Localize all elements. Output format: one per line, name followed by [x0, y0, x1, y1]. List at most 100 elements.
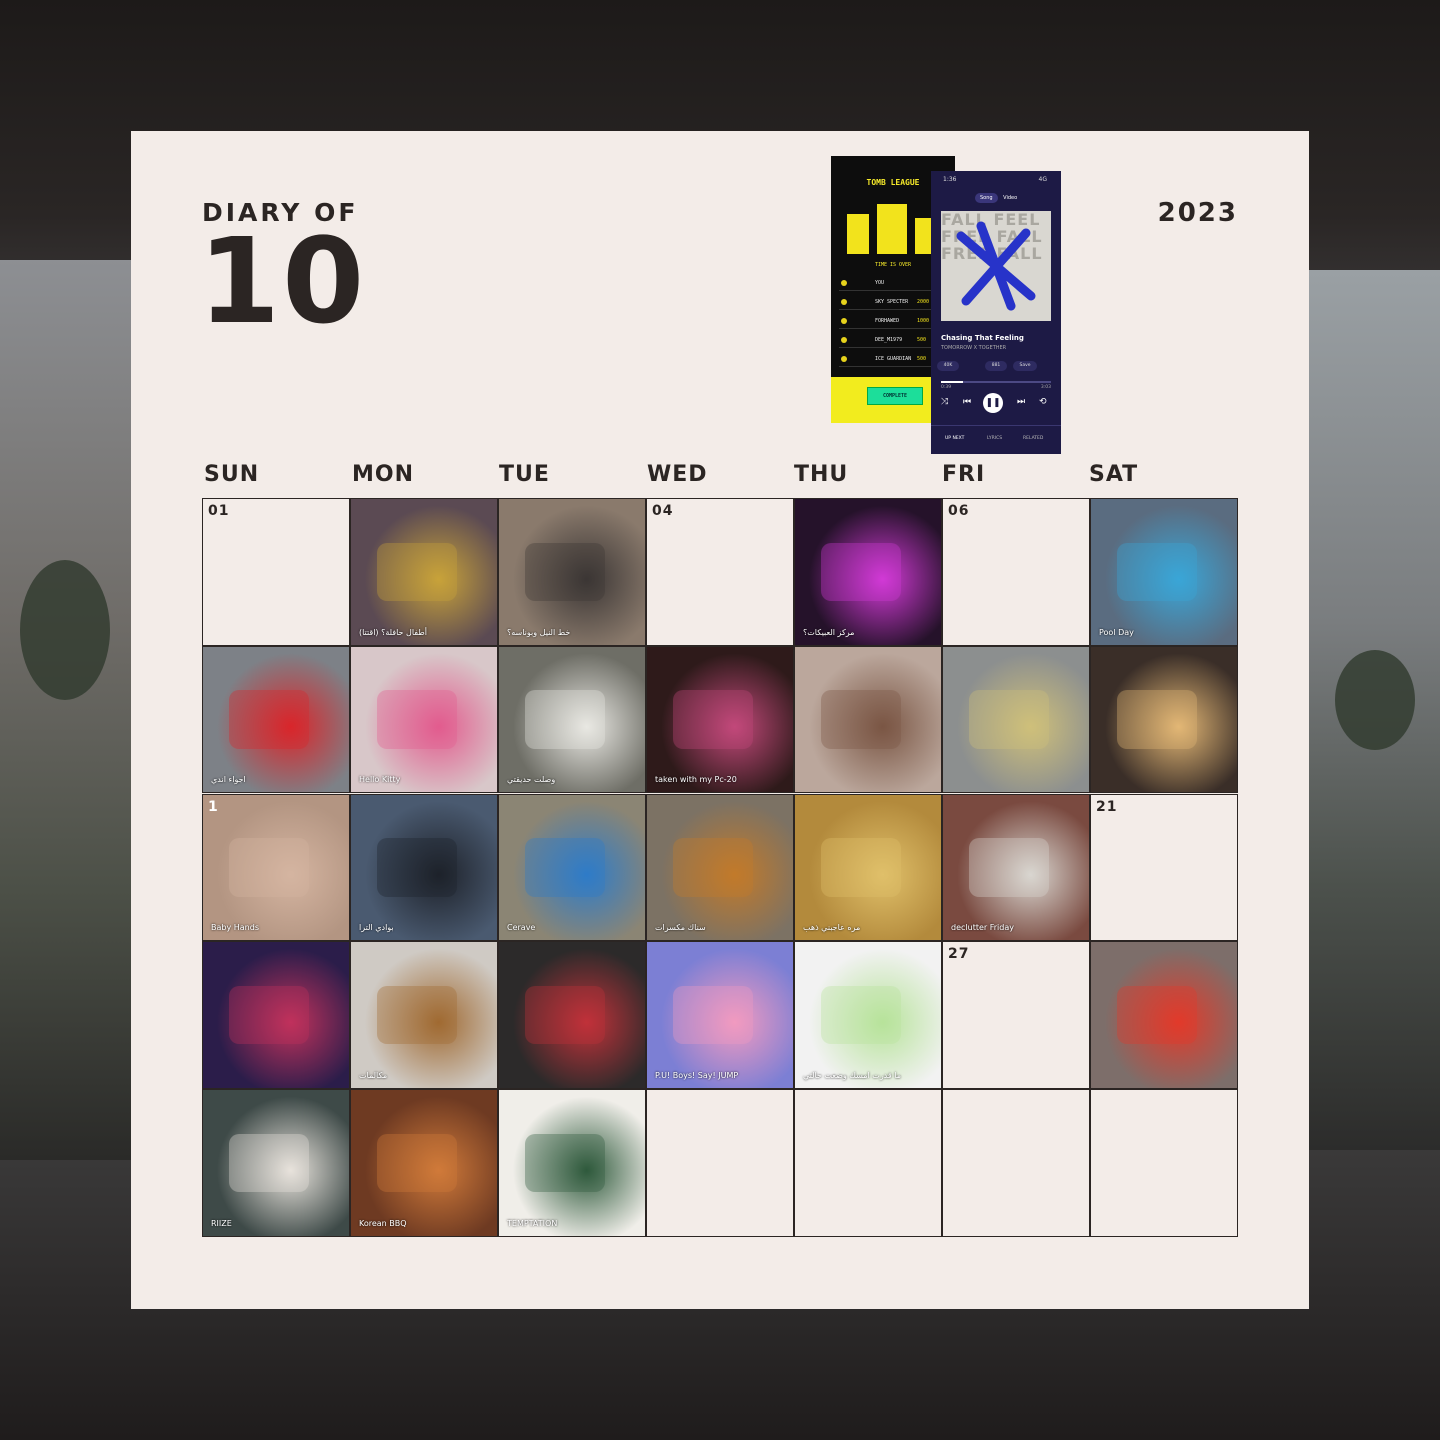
day-cell-photo: Cerave: [498, 793, 646, 942]
photo-caption: ما قدرت امسك وضعت حالتي: [803, 1070, 901, 1080]
comments-chip: 881: [985, 361, 1007, 371]
player-name: ICE GUARDIAN: [875, 356, 912, 362]
weekday-mon: MON: [352, 462, 415, 487]
player-score: 1000: [917, 318, 930, 324]
day-number: 27: [948, 946, 970, 963]
day-photo: [229, 690, 310, 749]
day-photo: [229, 986, 310, 1045]
calendar-grid: 01 أطفال حافلة؟ (اقتتا) خط النيل وبوناسه؟ 0…: [202, 498, 1238, 1237]
leaderboard-row: YOU: [839, 276, 947, 291]
day-photo: [1117, 542, 1198, 601]
photo-caption: أطفال حافلة؟ (اقتتا): [359, 627, 427, 637]
rank-badge: [841, 337, 847, 343]
music-tabs: Song Video: [975, 193, 1018, 203]
day-cell-photo: مركز العبيكات؟: [794, 498, 942, 646]
photo-caption: وصلت حديقتي: [507, 775, 556, 785]
day-photo: [821, 838, 902, 897]
background-tree: [1335, 650, 1415, 750]
progress-track: [941, 381, 1051, 383]
photo-caption: خط النيل وبوناسه؟: [507, 627, 571, 637]
day-cell-photo: وصلت حديقتي: [498, 645, 646, 794]
player-name: YOU: [875, 280, 885, 286]
music-screenshot: 1:36 4G Song Video FALL FEEL FREE FALL F…: [931, 171, 1061, 454]
player-score: 500: [917, 337, 927, 343]
photo-caption: مره عاجبني ذهب: [803, 923, 861, 933]
day-cell-photo: ما قدرت امسك وضعت حالتي: [794, 941, 942, 1089]
day-cell-photo: مكالمات: [350, 941, 498, 1089]
rank-badge: [841, 318, 847, 324]
day-number: 06: [948, 503, 970, 519]
day-cell-empty: [794, 1089, 942, 1237]
day-photo: [229, 1133, 310, 1193]
diary-of-label: DIARY OF: [202, 198, 359, 227]
day-number: 1: [208, 798, 219, 815]
day-cell-photo: declutter Friday: [942, 793, 1090, 942]
day-number: 01: [208, 503, 230, 519]
day-photo: [525, 690, 606, 749]
tab-video: Video: [1003, 195, 1018, 201]
day-photo: [377, 690, 458, 749]
photo-caption: Cerave: [507, 923, 536, 933]
leaderboard-row: DEE_M1979 500: [839, 333, 947, 348]
day-photo: [525, 1133, 606, 1193]
tab-up-next: UP NEXT: [945, 436, 965, 441]
weekday-thu: THU: [794, 462, 849, 487]
day-cell-photo: أطفال حافلة؟ (اقتتا): [350, 498, 498, 646]
rank-badge: [841, 356, 847, 362]
day-photo: [673, 838, 754, 897]
day-cell-photo: taken with my Pc-20: [646, 645, 794, 794]
day-cell-empty: [1090, 1089, 1238, 1237]
like-chip: 40K: [937, 361, 959, 371]
photo-caption: بوادي الترا: [359, 923, 394, 933]
day-photo: [377, 838, 458, 897]
weekday-sun: SUN: [204, 462, 260, 487]
leaderboard-row: FORHAWED 1000: [839, 314, 947, 329]
time-elapsed: 0:39: [941, 385, 952, 390]
rank-badge: [841, 299, 847, 305]
game-title: TOMB LEAGUE: [866, 178, 920, 187]
day-photo: [525, 838, 606, 897]
player-name: SKY SPECTER: [875, 299, 909, 305]
day-cell-photo: TEMPTATION: [498, 1089, 646, 1237]
day-number: 21: [1096, 798, 1118, 815]
leaderboard-row: ICE GUARDIAN 500: [839, 352, 947, 367]
player-name: DEE_M1979: [875, 337, 903, 343]
podium-block: [877, 204, 907, 254]
rank-badge: [841, 280, 847, 286]
day-photo: [1117, 690, 1198, 749]
day-cell-photo: [202, 941, 350, 1089]
player-name: FORHAWED: [875, 318, 900, 324]
photo-caption: taken with my Pc-20: [655, 775, 737, 785]
day-cell-photo: خط النيل وبوناسه؟: [498, 498, 646, 646]
background-window-left: [0, 260, 131, 1160]
complete-button: COMPLETE: [867, 387, 923, 405]
day-cell-photo: [498, 941, 646, 1089]
album-art: FALL FEEL FREE FALL FREE FALL: [941, 211, 1051, 321]
day-cell-photo: Pool Day: [1090, 498, 1238, 646]
background-tree: [20, 560, 110, 700]
weekday-tue: TUE: [499, 462, 550, 487]
day-cell-empty: 21: [1090, 793, 1238, 942]
photo-caption: Baby Hands: [211, 923, 259, 933]
shuffle-icon: ⤨: [941, 397, 949, 407]
day-photo: [1117, 986, 1198, 1045]
photo-caption: سناك مكسرات: [655, 923, 706, 933]
photo-caption: مركز العبيكات؟: [803, 627, 855, 637]
month-number: 10: [198, 212, 367, 350]
day-photo: [821, 690, 902, 749]
day-photo: [969, 838, 1050, 897]
day-cell-photo: [942, 645, 1090, 794]
tab-song: Song: [975, 193, 998, 203]
day-number: 04: [652, 503, 674, 519]
day-cell-photo: مره عاجبني ذهب: [794, 793, 942, 942]
album-x-mark-icon: [956, 221, 1036, 311]
game-status: TIME IS OVER: [874, 262, 912, 268]
day-photo: [525, 542, 606, 601]
day-photo: [377, 1133, 458, 1193]
day-cell-photo: اجواء اندي: [202, 645, 350, 794]
player-score: 2000: [917, 299, 930, 305]
photo-caption: Korean BBQ: [359, 1218, 407, 1228]
day-cell-photo: Baby Hands 1: [202, 793, 350, 942]
photo-caption: Pool Day: [1099, 627, 1134, 637]
day-photo: [377, 542, 458, 601]
